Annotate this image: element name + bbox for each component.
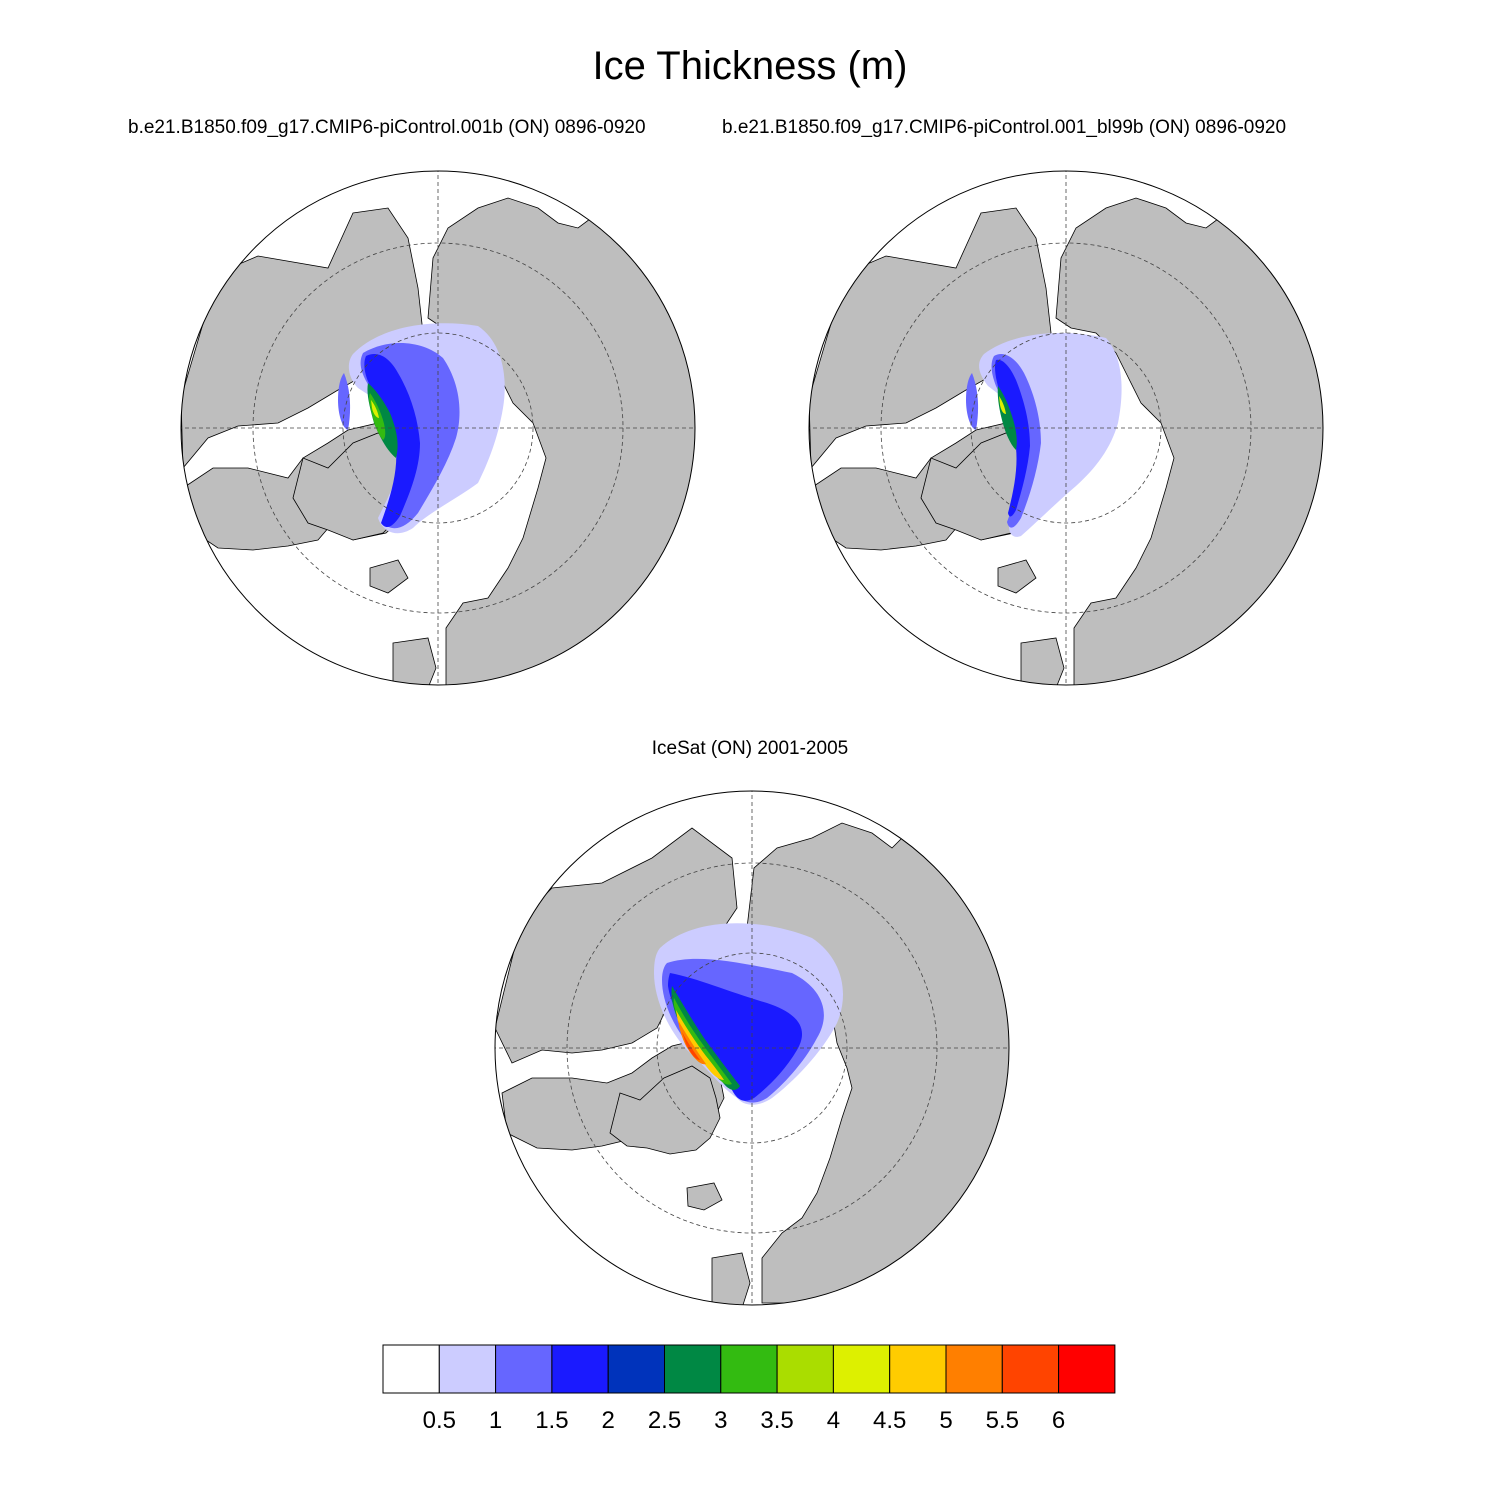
- colorbar-tick-label: 2.5: [648, 1407, 681, 1434]
- colorbar-box-7: [776, 1344, 834, 1394]
- land-mask: [809, 197, 1323, 685]
- map-boundary: [494, 790, 1010, 1306]
- ice-thickness-field: [966, 333, 1122, 537]
- colorbar-tick-label: 0.5: [423, 1407, 456, 1434]
- colorbar-box-0: [382, 1344, 440, 1394]
- ice-contour-level-2: [966, 373, 979, 430]
- land-mask: [181, 197, 695, 685]
- colorbar-box-11: [1001, 1344, 1060, 1394]
- colorbar-tick-label: 6: [1052, 1407, 1065, 1434]
- graticule-line: [880, 242, 1252, 614]
- colorbar-tick-label: 4.5: [873, 1407, 906, 1434]
- panel-subtitle-model-bl99b: b.e21.B1850.f09_g17.CMIP6-piControl.001_…: [722, 117, 1287, 138]
- panel-subtitle-model-001b: b.e21.B1850.f09_g17.CMIP6-piControl.001b…: [128, 117, 646, 138]
- polar-map-icesat: [494, 790, 1010, 1306]
- ice-thickness-field: [654, 923, 844, 1105]
- colorbar-tick-label: 1: [489, 1407, 502, 1434]
- colorbar-tick-label: 3.5: [760, 1407, 793, 1434]
- colorbar-tick-label: 3: [714, 1407, 727, 1434]
- colorbar-tick-label: 5: [939, 1407, 952, 1434]
- graticule: [809, 171, 1323, 685]
- graticule-line: [970, 332, 1162, 524]
- colorbar-tick-label: 1.5: [535, 1407, 568, 1434]
- colorbar-tick-label: 4: [827, 1407, 840, 1434]
- ice-contour-level-2: [338, 373, 351, 430]
- graticule-line: [656, 952, 848, 1144]
- map-boundary: [808, 170, 1324, 686]
- colorbar-box-6: [720, 1344, 778, 1394]
- graticule: [495, 791, 1009, 1305]
- ice-contour-level-3: [668, 973, 803, 1101]
- colorbar-box-9: [889, 1344, 947, 1394]
- colorbar-box-5: [664, 1344, 722, 1394]
- ice-contour-level-8: [371, 400, 379, 418]
- graticule-line: [342, 332, 534, 524]
- colorbar-box-4: [607, 1344, 666, 1394]
- map-boundary: [180, 170, 696, 686]
- polar-map-model-bl99b: [808, 170, 1324, 686]
- colorbar-labels: 0.5 1 1.5 2 2.5 3 3.5 4 4.5 5 5.5 6: [423, 1407, 1066, 1434]
- colorbar-tick-label: 2: [602, 1407, 615, 1434]
- panel-subtitle-icesat: IceSat (ON) 2001-2005: [651, 738, 849, 759]
- colorbar-box-1: [438, 1344, 497, 1394]
- colorbar-box-2: [495, 1344, 553, 1394]
- ice-contour-level-8: [999, 396, 1006, 414]
- polar-map-model-001b: [180, 170, 696, 686]
- ice-contour-level-5: [997, 386, 1017, 450]
- ice-contour-level-5: [671, 986, 740, 1090]
- graticule: [181, 171, 695, 685]
- colorbar-boxes: [382, 1344, 1116, 1394]
- colorbar-box-10: [945, 1344, 1003, 1394]
- colorbar-box-8: [832, 1344, 891, 1394]
- colorbar-box-12: [1058, 1344, 1116, 1394]
- colorbar-box-3: [551, 1344, 609, 1394]
- figure-title: Ice Thickness (m): [592, 44, 908, 88]
- graticule-line: [566, 862, 938, 1234]
- graticule-line: [252, 242, 624, 614]
- colorbar-tick-label: 5.5: [986, 1407, 1019, 1434]
